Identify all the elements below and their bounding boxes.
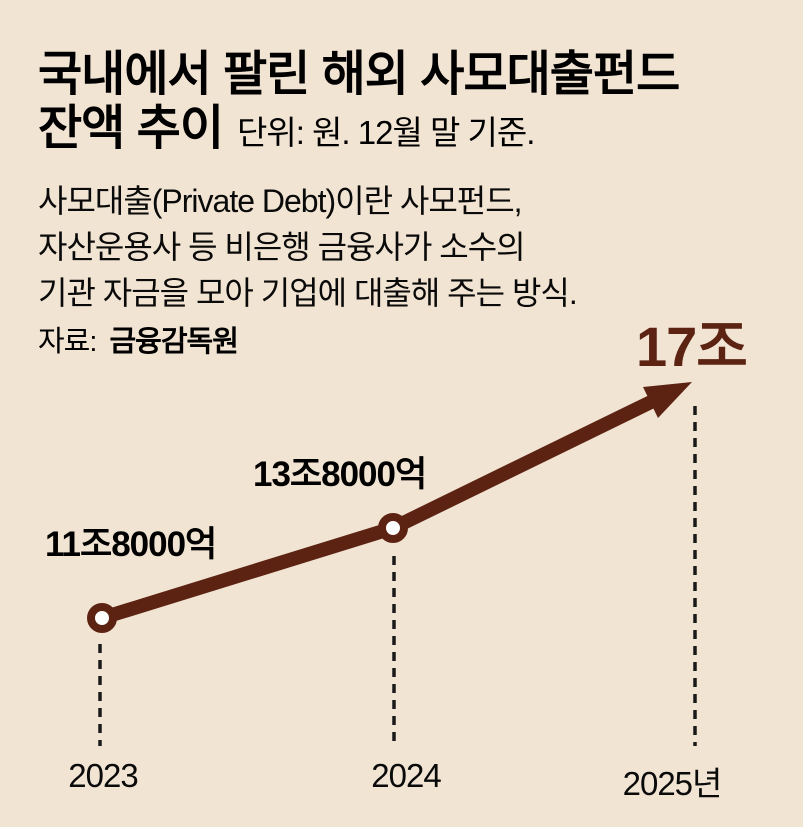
x-axis-label-2023: 2023	[68, 757, 138, 794]
data-point-2023	[87, 603, 117, 633]
value-label-2024: 13조8000억	[253, 455, 427, 494]
arrow-head-icon	[643, 382, 692, 418]
chart-title-line-1: 국내에서 팔린 해외 사모대출펀드	[38, 48, 680, 101]
description-line-3: 기관 자금을 모아 기업에 대출해 주는 방식.	[38, 275, 578, 311]
x-axis-label-2024: 2024	[371, 757, 441, 794]
description-line-2: 자산운용사 등 비은행 금융사가 소수의	[38, 229, 526, 265]
header: 국내에서 팔린 해외 사모대출펀드 잔액 추이 단위: 원. 12월 말 기준.	[38, 48, 680, 160]
value-label-2025: 17조	[636, 315, 748, 378]
trend-line	[99, 395, 655, 625]
value-label-2023: 11조8000억	[45, 525, 217, 564]
data-point-2024	[378, 513, 408, 543]
source-prefix: 자료:	[38, 326, 97, 358]
source-line: 자료: 금융감독원	[38, 318, 239, 360]
x-axis-label-2025: 2025년	[622, 765, 723, 802]
description-line-1: 사모대출(Private Debt)이란 사모펀드,	[38, 183, 523, 219]
chart-title-line-2-row: 잔액 추이 단위: 원. 12월 말 기준.	[38, 102, 679, 160]
source-name: 금융감독원	[109, 326, 238, 358]
chart-title-line-2: 잔액 추이	[38, 102, 224, 155]
description-paragraph: 사모대출(Private Debt)이란 사모펀드, 자산운용사 등 비은행 금…	[38, 178, 578, 316]
unit-note: 단위: 원. 12월 말 기준.	[236, 114, 535, 151]
